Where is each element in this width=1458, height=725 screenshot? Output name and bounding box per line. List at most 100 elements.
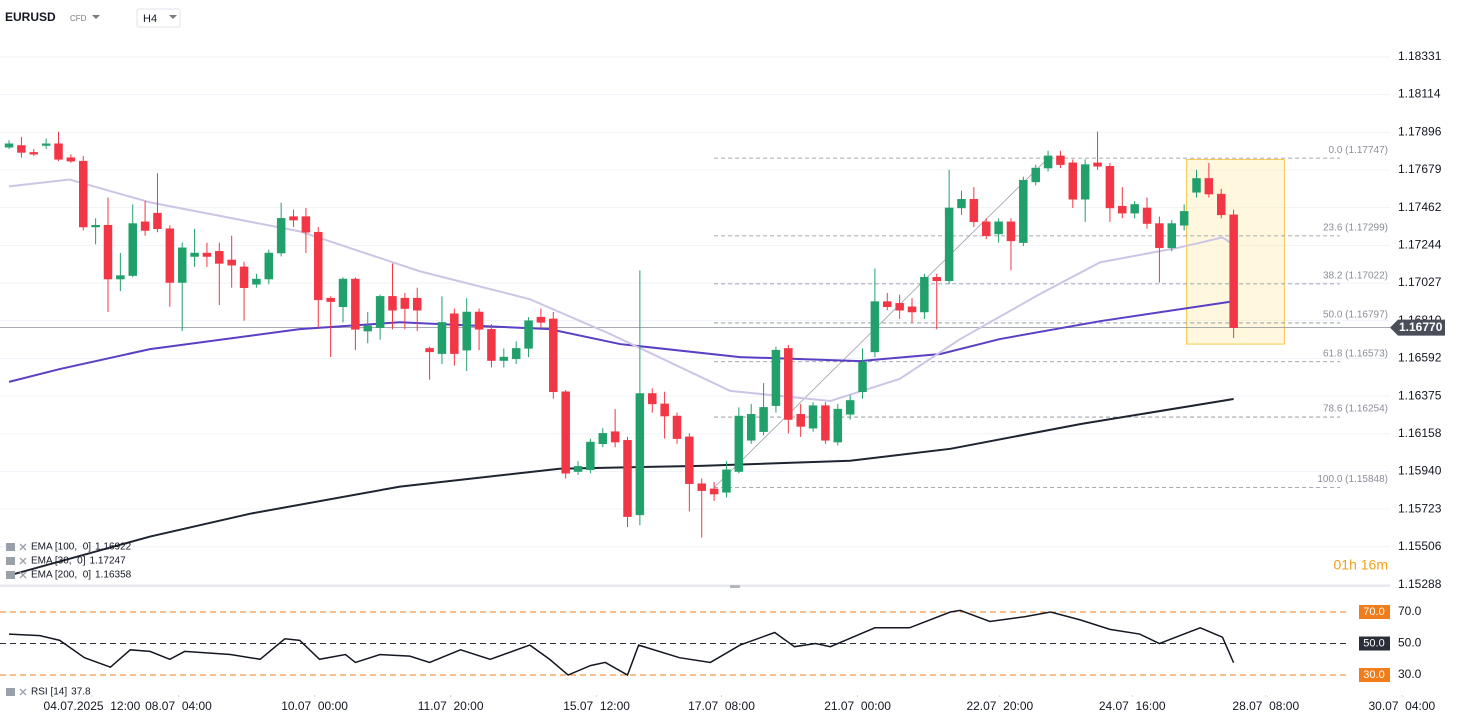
candle-body [116, 275, 125, 280]
candle-body [41, 143, 51, 146]
candle-body [4, 143, 14, 148]
candle-body [870, 301, 880, 353]
timeframe-dropdown [169, 15, 177, 19]
candle-body [227, 259, 236, 266]
rsi-level-box [1359, 605, 1390, 620]
candle-body [1019, 179, 1028, 243]
rsi-legend-value: 37.8 [71, 687, 91, 698]
fib-trendline [713, 157, 1049, 488]
candle-body [29, 152, 39, 155]
candle-body [1142, 207, 1152, 224]
candle-body [153, 212, 162, 229]
candle-body [78, 160, 88, 228]
legend-value: 1.16358 [95, 570, 132, 581]
candle-body [1043, 155, 1053, 169]
candle-body [907, 306, 917, 313]
y-tick-label: 1.15723 [1398, 501, 1442, 515]
candle-body [969, 199, 979, 223]
candle-body [549, 318, 558, 393]
candle-body [833, 408, 843, 443]
legend-close [19, 571, 27, 579]
symbol[interactable]: EURUSD [5, 10, 56, 24]
candle-body [474, 311, 484, 330]
candle-body [487, 329, 496, 361]
candle-body [784, 348, 793, 420]
x-tick-label: 17.07 08:00 [688, 699, 755, 713]
candle-body [610, 431, 620, 443]
candle-body [1216, 193, 1226, 216]
candle-body [573, 466, 583, 472]
fib-label: 38.2 (1.17022) [1323, 271, 1388, 282]
candle-body [276, 218, 286, 254]
candle-body [400, 297, 410, 309]
y-tick-label: 1.16592 [1398, 351, 1442, 365]
y-tick-label: 1.16158 [1398, 426, 1442, 440]
legend-name: EMA [30, 0] [31, 556, 86, 567]
candle-body [326, 297, 335, 302]
candle-body [314, 231, 323, 301]
y-tick-label: 1.17679 [1398, 162, 1442, 176]
candle-body [91, 225, 100, 228]
candle-body [54, 143, 63, 160]
x-tick-label: 21.07 00:00 [824, 699, 891, 713]
candle-body [1155, 223, 1164, 249]
candle-body [1229, 214, 1238, 328]
candle-body [264, 252, 274, 280]
rsi-tick-label: 30.0 [1398, 667, 1422, 681]
candle-body [103, 225, 113, 280]
candle-body [944, 207, 954, 282]
candle-body [140, 221, 150, 231]
y-tick-label: 1.15940 [1398, 464, 1442, 478]
candle-body [239, 266, 249, 288]
candle-body [635, 393, 645, 516]
legend-icon [6, 571, 15, 579]
candle-body [462, 311, 471, 351]
candle-body [647, 393, 657, 405]
candle-body [1006, 221, 1016, 242]
ema-line [8, 300, 1234, 383]
x-tick-label: 22.07 20:00 [966, 699, 1033, 713]
candle-body [301, 216, 311, 233]
x-tick-label: 11.07 20:00 [418, 699, 484, 713]
candle-body [796, 414, 805, 427]
y-tick-label: 1.16375 [1398, 388, 1442, 402]
x-tick-label: 28.07 08:00 [1232, 699, 1299, 713]
timeframe[interactable]: H4 [143, 13, 157, 25]
y-tick-label: 1.17462 [1398, 200, 1442, 214]
candle-body [1031, 167, 1040, 183]
symbol-dropdown[interactable] [92, 15, 100, 19]
y-tick-label: 1.17244 [1398, 238, 1442, 252]
timeframe-box[interactable] [136, 8, 181, 28]
candle-body [722, 469, 731, 493]
fib-label: 78.6 (1.16254) [1323, 404, 1388, 415]
candle-body [425, 348, 434, 353]
candle-body [821, 405, 830, 441]
candle-body [66, 157, 76, 162]
candle-body [363, 325, 372, 332]
candle-body [932, 277, 941, 282]
y-tick-label: 1.15288 [1398, 577, 1442, 591]
candle-body [128, 223, 137, 276]
candle-body [623, 440, 632, 517]
panel-handle[interactable] [730, 585, 740, 588]
fib-label: 50.0 (1.16797) [1323, 310, 1388, 321]
candle-body [598, 433, 608, 445]
rsi-tick-label: 50.0 [1398, 636, 1422, 650]
candle-body [17, 145, 26, 153]
legend-value: 1.16922 [95, 542, 132, 553]
candle-body [759, 407, 768, 432]
fib-label: 100.0 (1.15848) [1317, 474, 1388, 485]
candle-body [215, 251, 224, 264]
rsi-legend-name: RSI [14] [31, 687, 67, 698]
candle-body [685, 436, 694, 484]
y-tick-label: 1.15506 [1398, 539, 1442, 553]
candle-body [1118, 205, 1127, 214]
candle-body [771, 349, 781, 406]
y-tick-label: 1.17027 [1398, 275, 1442, 289]
candle-body [845, 400, 855, 415]
fib-label: 23.6 (1.17299) [1323, 222, 1388, 233]
rsi-level-box-label: 50.0 [1363, 637, 1384, 649]
rsi-legend-close [19, 688, 27, 696]
